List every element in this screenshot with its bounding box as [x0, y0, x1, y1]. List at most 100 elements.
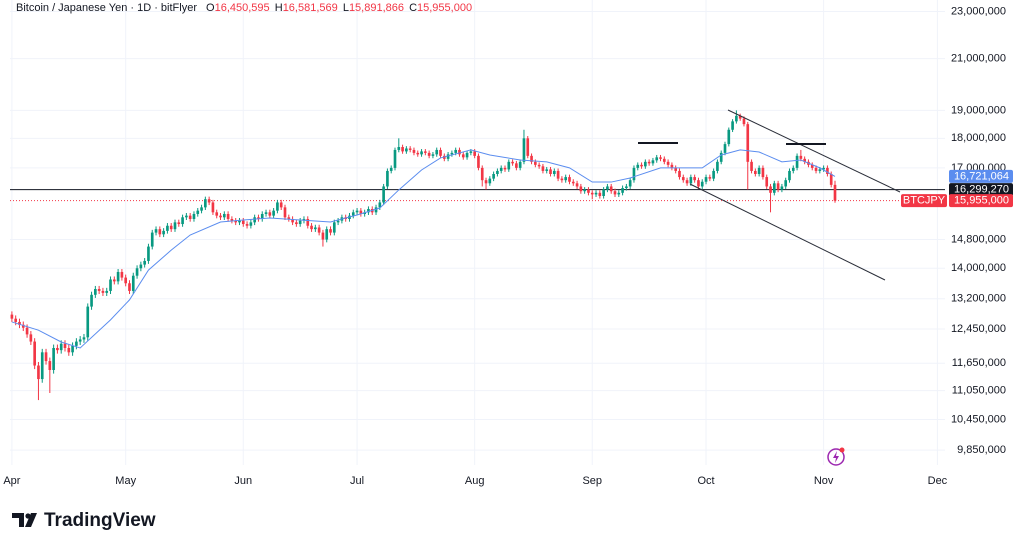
- candle-body: [560, 178, 564, 181]
- ma-price-tag-label: 16,721,064: [954, 170, 1009, 182]
- candle-body: [101, 290, 105, 293]
- candle-body: [587, 189, 590, 193]
- candle-body: [382, 186, 385, 203]
- candle-body: [196, 210, 200, 214]
- brand-name[interactable]: TradingView: [44, 510, 156, 531]
- trend-line: [689, 183, 886, 281]
- candle-body: [594, 192, 598, 195]
- candle-body: [746, 124, 750, 162]
- candle-body: [670, 164, 674, 168]
- legend-value: 16,450,595: [215, 2, 270, 14]
- candle-body: [465, 152, 469, 158]
- candle-body: [818, 169, 822, 171]
- candle-body: [450, 152, 454, 155]
- candle-body: [21, 324, 25, 328]
- candle-body: [249, 222, 253, 226]
- candle-body: [564, 177, 568, 181]
- candle-body: [173, 222, 177, 230]
- candle-body: [48, 361, 52, 370]
- candle-body: [67, 347, 71, 353]
- candle-body: [276, 202, 279, 211]
- candle-body: [116, 271, 120, 282]
- candle-body: [405, 148, 408, 152]
- candle-body: [94, 289, 97, 295]
- candle-body: [37, 365, 40, 380]
- candle-body: [97, 289, 101, 291]
- candle-body: [139, 264, 143, 269]
- legend-value: 16,581,569: [283, 2, 338, 14]
- candle-body: [408, 148, 412, 150]
- candle-body: [14, 318, 18, 322]
- candle-body: [492, 173, 495, 179]
- candle-body: [219, 215, 222, 218]
- last-price-tag: [949, 194, 1013, 208]
- candle-body: [822, 167, 825, 170]
- candle-body: [162, 230, 165, 235]
- candle-body: [412, 149, 416, 153]
- candle-body: [674, 167, 678, 171]
- candle-body: [181, 217, 184, 225]
- candle-body: [226, 213, 230, 219]
- candle-body: [439, 149, 442, 156]
- candle-body: [598, 192, 602, 197]
- candle-body: [693, 177, 696, 181]
- candle-body: [754, 170, 757, 174]
- candle-body: [268, 212, 272, 216]
- candle-body: [44, 352, 48, 362]
- candle-body: [552, 170, 556, 174]
- candle-body: [769, 186, 772, 193]
- candle-body: [499, 167, 503, 171]
- candle-body: [477, 155, 480, 168]
- candle-body: [52, 347, 55, 370]
- candle-body: [120, 271, 124, 278]
- alert-icon[interactable]: [827, 447, 845, 466]
- candle-body: [105, 290, 109, 293]
- candle-body: [446, 154, 450, 159]
- candle-body: [780, 186, 784, 190]
- candle-body: [177, 222, 181, 225]
- candle-body: [317, 227, 321, 233]
- last-price-tag-label: 15,955,000: [954, 195, 1009, 207]
- candle-body: [71, 345, 74, 353]
- candle-body: [416, 152, 420, 155]
- y-tick-label: 9,850,000: [957, 444, 1006, 456]
- candle-body: [314, 227, 317, 230]
- candle-body: [25, 327, 29, 335]
- candle-body: [625, 186, 628, 189]
- candle-body: [200, 207, 203, 211]
- candle-body: [788, 170, 791, 181]
- candle-body: [257, 217, 260, 219]
- x-tick-label: Jul: [350, 475, 364, 487]
- candle-body: [606, 186, 609, 190]
- ma-price-tag: [949, 169, 1013, 183]
- candle-body: [571, 181, 575, 184]
- candle-body: [211, 202, 215, 213]
- candle-body: [829, 173, 833, 185]
- brand-logo[interactable]: [12, 513, 37, 527]
- candle-body: [192, 213, 196, 219]
- candle-body: [29, 334, 33, 342]
- candle-body: [522, 138, 526, 162]
- candle-body: [609, 186, 613, 192]
- candle-body: [651, 160, 655, 164]
- candle-body: [59, 343, 63, 351]
- candle-body: [33, 341, 36, 366]
- candle-body: [772, 183, 776, 193]
- candle-body: [188, 215, 192, 219]
- candle-body: [659, 157, 662, 159]
- candle-body: [18, 321, 21, 325]
- x-tick-label: Jun: [234, 475, 252, 487]
- candle-body: [389, 167, 393, 171]
- x-tick-label: Sep: [582, 475, 602, 487]
- candle-body: [719, 152, 723, 162]
- candle-body: [424, 151, 427, 153]
- legend-key: L: [343, 2, 349, 14]
- candle-body: [666, 161, 670, 165]
- candle-body: [833, 184, 837, 201]
- candle-body: [530, 155, 533, 162]
- candle-body: [469, 151, 473, 153]
- candle-body: [279, 202, 283, 208]
- candle-body: [238, 220, 241, 223]
